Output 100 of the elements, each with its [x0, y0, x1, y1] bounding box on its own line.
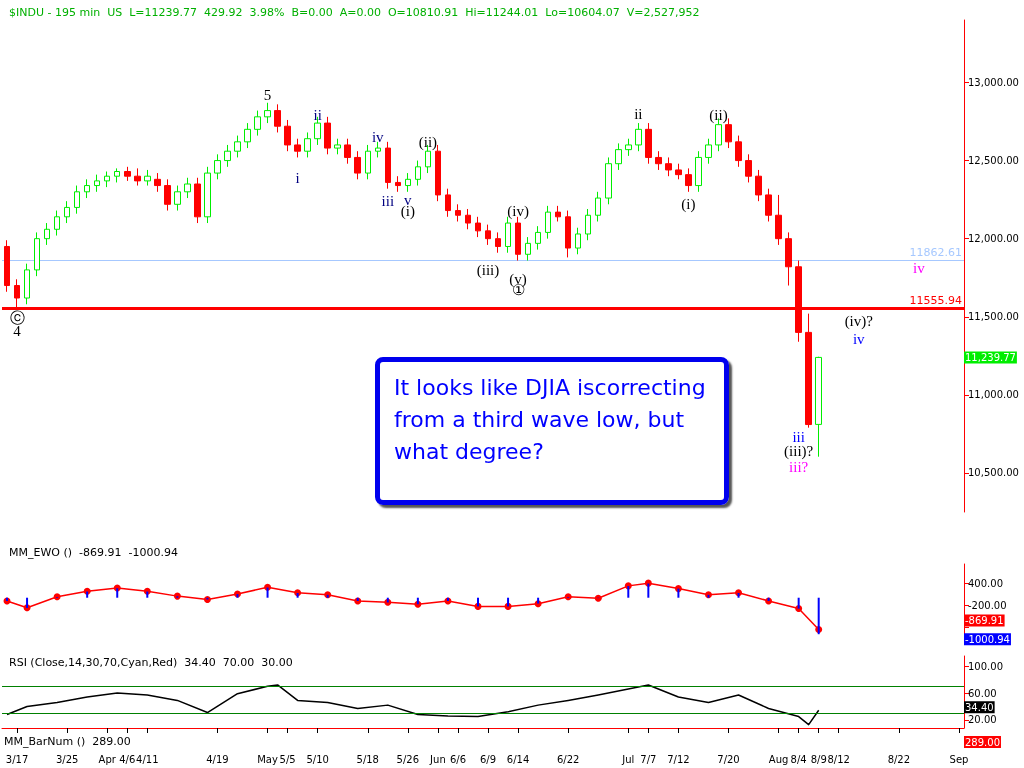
annotation: (i): [681, 196, 696, 214]
annotation: ii: [634, 105, 643, 122]
candlestick: [675, 163, 682, 180]
candlestick: [465, 208, 471, 230]
annotation: iii: [792, 429, 805, 446]
chart-title: MM_EWO () -869.91 -1000.94: [9, 546, 178, 559]
bar: [817, 597, 820, 635]
candlestick: [34, 231, 40, 277]
candlestick: [645, 122, 652, 165]
x-tick-label: 4/19: [206, 753, 229, 765]
x-tick-label: 6/22: [556, 753, 580, 765]
annotation: (ii): [709, 107, 728, 125]
text: 289.00: [965, 736, 1000, 748]
candlestick: [324, 116, 331, 155]
candlestick: [154, 172, 161, 193]
annotation: (iv): [507, 202, 529, 220]
candlestick: [405, 172, 411, 193]
bar: [476, 597, 479, 607]
annotation: 5: [263, 86, 272, 103]
candlestick: [224, 144, 231, 168]
candlestick: [64, 200, 70, 224]
text: 34.40: [965, 701, 994, 713]
candlestick: [74, 185, 80, 215]
annotation: iv: [371, 129, 385, 146]
candlestick: [575, 227, 581, 255]
x-tick-label: Apr: [98, 753, 117, 765]
candlestick: [655, 150, 662, 171]
x-tick-label: 8/12: [827, 753, 850, 765]
candlestick: [24, 263, 30, 305]
annotation: ii: [313, 107, 322, 124]
x-tick-label: 4/6: [119, 753, 136, 765]
candlestick: [435, 144, 441, 202]
y-tick-label: 60.00: [968, 687, 997, 699]
candlestick: [114, 167, 120, 183]
y-tick-label: 20.00: [968, 714, 997, 726]
callout-box: It looks like DJIA iscorrecting from a third wave low, but what degree?: [375, 357, 729, 505]
candlestick: [375, 141, 381, 158]
candlestick: [625, 138, 632, 157]
bar: [647, 583, 650, 598]
candlestick: [194, 177, 201, 224]
x-tick-label: Jun: [429, 753, 446, 765]
x-tick-label: 7/12: [667, 753, 690, 765]
candlestick: [445, 188, 451, 218]
candlestick: [395, 175, 401, 193]
y-tick-label: 10,500.00: [968, 467, 1019, 479]
candlestick: [54, 210, 60, 237]
candlestick: [775, 194, 782, 246]
x-tick-label: 6/6: [449, 753, 466, 765]
candlestick: [455, 203, 461, 222]
candlestick: [635, 122, 642, 152]
y-tick-label: 400.00: [968, 577, 1003, 589]
candlestick: [605, 156, 612, 205]
y-tick-label: 11,500.00: [968, 311, 1019, 323]
annotation: (ii): [418, 133, 438, 151]
annotation: (iii): [476, 261, 500, 279]
annotation: (iii)?: [784, 443, 814, 461]
annotation: iv: [913, 260, 926, 277]
bar: [677, 588, 680, 598]
candlestick: [164, 178, 171, 212]
candlestick: [144, 169, 151, 187]
x-tick-label: 5/26: [396, 753, 420, 765]
y-tick-label: 13,000.00: [968, 76, 1019, 88]
candlestick: [204, 166, 211, 224]
candlestick: [555, 205, 561, 222]
candlestick: [385, 141, 391, 190]
x-tick-label: 6/9: [479, 753, 497, 765]
x-tick-label: 8/9: [810, 753, 827, 765]
candlestick: [745, 153, 752, 183]
candlestick: [294, 138, 301, 158]
bar: [266, 587, 269, 598]
candlestick: [334, 138, 341, 155]
candlestick: [254, 110, 261, 137]
candlestick: [735, 135, 742, 168]
annotation: iii?: [789, 458, 809, 475]
text: -1000.94: [965, 633, 1010, 645]
text: MM_BarNum () 289.00: [4, 735, 131, 748]
x-tick-label: 5/10: [306, 753, 329, 765]
x-tick-label: 3/17: [5, 753, 29, 765]
bar: [537, 597, 540, 604]
ref-line-label: 11862.61: [909, 246, 962, 260]
candlestick: [495, 231, 501, 254]
x-tick-label: 3/25: [55, 753, 79, 765]
candlestick: [274, 103, 281, 133]
chart-title: $INDU - 195 min US L=11239.77 429.92 3.98% B=0.00 A=0.00 O=10810.91 Hi=11244.01 Lo=10604.07 V=2,527,952: [9, 6, 700, 19]
candlestick: [174, 185, 181, 212]
candlestick: [214, 153, 221, 180]
x-tick-label: 5/5: [279, 753, 296, 765]
candlestick: [134, 167, 141, 187]
candlestick: [344, 138, 351, 165]
candlestick: [4, 239, 10, 293]
x-tick-label: Jul: [621, 753, 635, 765]
chart-title: RSI (Close,14,30,70,Cyan,Red) 34.40 70.00 30.00: [9, 656, 293, 669]
candlestick: [525, 236, 531, 262]
bar: [146, 591, 149, 598]
point: [53, 593, 61, 601]
candlestick: [264, 102, 271, 124]
bar: [116, 588, 119, 598]
x-tick-label: Sep: [949, 753, 969, 765]
candlestick: [475, 216, 481, 238]
candlestick: [535, 225, 541, 251]
